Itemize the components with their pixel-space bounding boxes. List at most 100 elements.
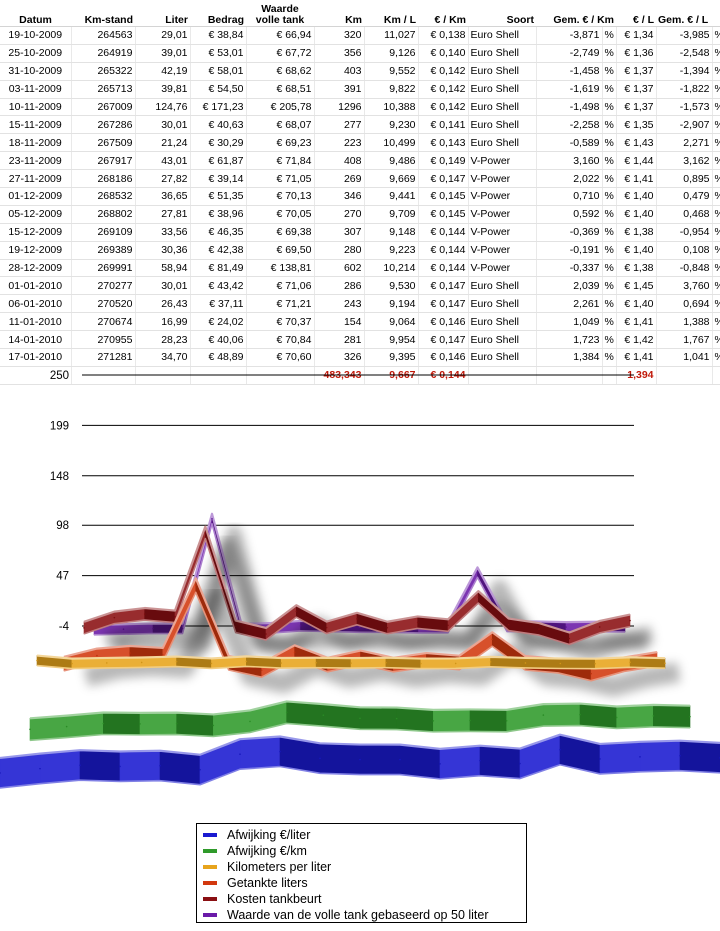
series-point [260, 669, 263, 671]
table-row: 01-01-2010 270277 30,01 € 43,42 € 71,06 286 9,… [0, 276, 720, 296]
table-cell: € 1,34 [616, 26, 657, 45]
table-cell: 307 [314, 223, 365, 242]
series-point [36, 659, 38, 662]
table-cell: 0,710 [536, 187, 603, 206]
series-point [359, 717, 361, 720]
table-cell: 269 [314, 169, 365, 189]
table-cell: € 0,144 [418, 241, 469, 260]
table-cell: € 1,35 [616, 115, 657, 135]
series-segment [139, 712, 177, 736]
table-cell: 0,592 [536, 205, 603, 224]
table-cell: € 48,89 [190, 348, 247, 367]
table-cell: € 30,29 [190, 133, 247, 153]
table-cell: V-Power [468, 241, 537, 260]
table-cell: % [712, 151, 720, 171]
table-cell: 34,70 [135, 348, 191, 367]
table-cell: € 1,45 [616, 276, 657, 296]
table-cell: % [712, 205, 720, 224]
series-segment [579, 703, 617, 729]
table-cell: 9,954 [364, 330, 419, 350]
table-cell: € 69,23 [246, 133, 315, 153]
table-row: 11-01-2010 270674 16,99 € 24,02 € 70,37 154 9,… [0, 312, 720, 332]
table-cell: € 71,84 [246, 151, 315, 171]
series-point [476, 571, 479, 574]
table-row: 27-11-2009 268186 27,82 € 39,14 € 71,05 269 9,… [0, 169, 720, 189]
table-cell: -1,619 [536, 80, 603, 99]
table-cell: € 39,14 [190, 169, 247, 189]
totals-cell [656, 366, 713, 385]
table-cell: 270955 [71, 330, 136, 350]
table-cell: € 46,35 [190, 223, 247, 242]
legend-label: Kilometers per liter [227, 860, 332, 874]
table-cell: 270520 [71, 294, 136, 314]
legend-swatch [203, 913, 217, 917]
table-cell: 9,148 [364, 223, 419, 242]
series-point [416, 621, 419, 624]
table-cell: % [712, 330, 720, 350]
table-cell: € 0,143 [418, 133, 469, 153]
series-point [315, 661, 317, 664]
table-cell: € 68,51 [246, 80, 315, 99]
table-cell: € 138,81 [246, 259, 315, 278]
table-cell: % [712, 348, 720, 367]
table-cell: 27,81 [135, 205, 191, 224]
y-tick-label: -4 [59, 621, 70, 633]
legend-swatch [203, 865, 217, 869]
header-soort: Soort [468, 0, 536, 27]
table-cell: € 1,43 [616, 133, 657, 153]
table-cell: % [712, 26, 720, 45]
series-segment [616, 704, 654, 729]
table-cell: 9,552 [364, 62, 419, 81]
series-point [295, 610, 298, 613]
table-cell: 11,027 [364, 26, 419, 45]
table-cell: % [602, 151, 617, 171]
table-cell: Euro Shell [468, 26, 537, 45]
table-cell: 267286 [71, 115, 136, 135]
series-point [542, 714, 545, 716]
series-point [599, 758, 601, 760]
table-cell: 21,24 [135, 133, 191, 153]
table-cell: 3,760 [656, 276, 713, 296]
table-cell: Euro Shell [468, 44, 537, 63]
y-tick-label: 148 [50, 471, 69, 483]
table-cell: 28-12-2009 [0, 259, 72, 278]
table-cell: 9,395 [364, 348, 419, 367]
table-cell: 2,022 [536, 169, 603, 189]
series-point [119, 765, 121, 768]
table-cell: 26,43 [135, 294, 191, 314]
table-cell: 10,388 [364, 98, 419, 117]
table-cell: 269109 [71, 223, 136, 242]
table-cell: € 1,40 [616, 294, 657, 314]
series-segment [560, 658, 596, 669]
table-cell: % [602, 259, 617, 278]
table-cell: € 1,40 [616, 187, 657, 206]
table-cell: % [602, 205, 617, 224]
series-point [399, 758, 401, 761]
series-segment [559, 734, 601, 775]
table-cell: 1,388 [656, 312, 713, 332]
series-segment [0, 753, 41, 789]
series-top-edge [0, 733, 720, 760]
series-point [265, 633, 267, 635]
header-km-stand: Km-stand [71, 0, 135, 27]
table-cell: 0,468 [656, 205, 713, 224]
table-cell: % [712, 98, 720, 117]
table-cell: 270674 [71, 312, 136, 332]
table-cell: -0,337 [536, 259, 603, 278]
table-cell: € 40,06 [190, 330, 247, 350]
table-cell: % [712, 169, 720, 189]
series-bottom-edge [36, 664, 666, 670]
table-cell: -1,573 [656, 98, 713, 117]
table-cell: Euro Shell [468, 330, 537, 350]
table-row: 28-12-2009 269991 58,94 € 81,49 € 138,81 602 1… [0, 259, 720, 278]
table-cell: -2,749 [536, 44, 603, 63]
table-cell: € 1,41 [616, 348, 657, 367]
table-cell: % [602, 169, 617, 189]
series-point [469, 719, 471, 722]
table-cell: 286 [314, 276, 365, 296]
header-euro-per-liter: € / L [616, 0, 657, 27]
table-cell: 2,261 [536, 294, 603, 314]
series-point [175, 722, 178, 725]
table-cell: Euro Shell [468, 98, 537, 117]
table-cell: € 1,40 [616, 241, 657, 260]
